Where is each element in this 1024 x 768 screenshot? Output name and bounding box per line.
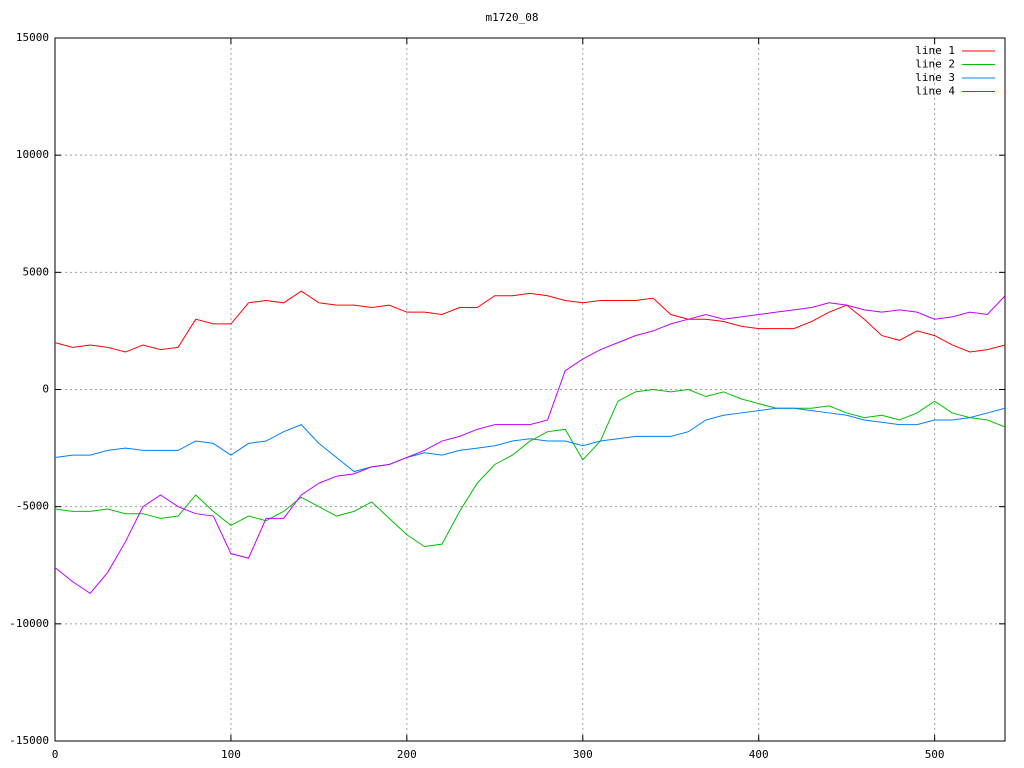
legend-label: line 2 — [915, 58, 955, 71]
plot-frame — [54, 37, 1006, 742]
series-line — [54, 407, 1006, 473]
x-tick-label: 100 — [221, 748, 241, 761]
series-line — [54, 388, 1006, 548]
series-line — [54, 290, 1006, 353]
x-tick-label: 400 — [749, 748, 769, 761]
y-tick-label: 10000 — [16, 148, 49, 161]
y-tick-label: -5000 — [16, 500, 49, 513]
legend-label: line 3 — [915, 71, 955, 84]
x-tick-label: 0 — [52, 748, 59, 761]
legend-label: line 4 — [915, 85, 955, 98]
y-tick-label: 15000 — [16, 31, 49, 44]
x-tick-label: 300 — [573, 748, 593, 761]
y-tick-label: 5000 — [23, 265, 50, 278]
x-tick-label: 500 — [925, 748, 945, 761]
legend-label: line 1 — [915, 44, 955, 57]
chart-title: m1720_08 — [486, 11, 539, 24]
x-tick-label: 200 — [397, 748, 417, 761]
y-tick-label: 0 — [42, 383, 49, 396]
y-tick-label: -10000 — [9, 617, 49, 630]
series-line — [54, 295, 1006, 595]
y-tick-label: -15000 — [9, 734, 49, 747]
